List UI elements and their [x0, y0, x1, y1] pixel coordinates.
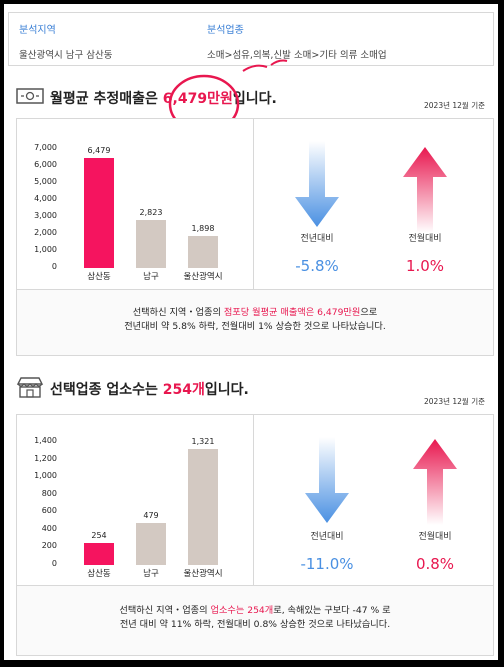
- sales-title: 월평균 추정매출은 6,479만원입니다.: [50, 88, 277, 108]
- stores-chart: 1,400 1,200 1,000 800 600 400 200 0 254 삼산동 479 남구 1…: [17, 415, 253, 585]
- y-tick-label: 6,000: [34, 160, 57, 169]
- y-tick-label: 600: [41, 506, 57, 516]
- stores-title: 선택업종 업소수는 254개입니다.: [50, 379, 249, 399]
- y-tick-label: 1,000: [34, 245, 57, 254]
- bar-삼산동: [84, 542, 114, 565]
- sales-divider: [253, 119, 254, 289]
- analysis-header: 분석지역 울산광역시 남구 삼산동 분석업종 소매>섬유,의복,신발 소매>기타…: [8, 12, 494, 72]
- stores-mom-value: 0.8%: [415, 555, 455, 573]
- y-tick-label: 5,000: [34, 177, 57, 186]
- stores-yoy-label: 전년대비: [310, 532, 344, 542]
- down-arrow-icon: [295, 141, 339, 227]
- region-label: 분석지역: [19, 25, 56, 36]
- y-tick-label: 7,000: [34, 143, 57, 152]
- y-tick-label: 200: [41, 541, 57, 551]
- stores-yoy-value: -11.0%: [300, 555, 354, 573]
- y-tick-label: 1,200: [34, 453, 57, 463]
- region-value: 울산광역시 남구 삼산동: [19, 50, 113, 61]
- sales-note-line2: 전년대비 약 5.8% 하락, 전월대비 1% 상승한 것으로 나타났습니다.: [124, 321, 386, 332]
- y-tick-label: 0: [51, 559, 57, 568]
- y-tick-label: 800: [41, 488, 57, 498]
- sales-title-suffix: 입니다.: [232, 91, 277, 107]
- y-tick-label: 4,000: [34, 194, 57, 203]
- x-category-label: 삼산동: [87, 272, 111, 282]
- stores-note: 선택하신 지역・업종의 업소수는 254개로, 속해있는 구보다 -47 % 로…: [17, 585, 493, 655]
- sales-mom-value: 1.0%: [405, 257, 445, 275]
- x-category-label: 삼산동: [87, 569, 111, 579]
- stores-note-highlight: 업소수는 254개: [210, 605, 274, 616]
- red-underline-mark: [242, 59, 288, 72]
- bar-울산광역시: [188, 235, 218, 268]
- sales-yoy-value: -5.8%: [295, 257, 339, 275]
- stores-box: 1,400 1,200 1,000 800 600 400 200 0 254 삼산동 479 남구 1…: [16, 414, 494, 656]
- y-tick-label: 3,000: [34, 211, 57, 220]
- x-category-label: 남구: [143, 272, 159, 282]
- store-icon: [16, 377, 44, 398]
- y-tick-label: 400: [41, 523, 57, 533]
- sales-note-highlight: 점포당 월평균 매출액은 6,479만원: [223, 307, 361, 318]
- y-tick-label: 0: [51, 262, 57, 271]
- sales-date: 2023년 12월 기준: [424, 101, 485, 110]
- bar-value-label: 1,898: [191, 223, 215, 233]
- stores-note-line2: 전년 대비 약 11% 하락, 전월대비 0.8% 상승한 것으로 나타났습니다…: [119, 619, 391, 630]
- sales-mom-label: 전월대비: [408, 234, 442, 244]
- stores-date: 2023년 12월 기준: [424, 397, 485, 406]
- up-arrow-icon: [403, 147, 447, 233]
- sales-box: 7,000 6,000 5,000 4,000 3,000 2,000 1,000 0 6,47…: [16, 118, 494, 356]
- bar-value-label: 479: [143, 510, 159, 520]
- sales-chart: 7,000 6,000 5,000 4,000 3,000 2,000 1,000 0 6,47…: [17, 119, 253, 289]
- bar-울산광역시: [188, 448, 218, 565]
- stores-mom-label: 전월대비: [418, 532, 452, 542]
- x-category-label: 울산광역시: [183, 272, 223, 282]
- sales-yoy-label: 전년대비: [300, 234, 334, 244]
- y-tick-label: 1,400: [34, 436, 57, 445]
- down-arrow-icon: [305, 437, 349, 523]
- industry-value: 소매>섬유,의복,신발 소매>기타 의류 소매업: [207, 50, 387, 61]
- bar-value-label: 1,321: [191, 436, 215, 446]
- bar-남구: [136, 522, 166, 565]
- x-category-label: 울산광역시: [183, 569, 223, 579]
- bar-남구: [136, 220, 166, 268]
- money-icon: [16, 88, 44, 104]
- stores-note-text-b: 로, 속해있는 구보다 -47 % 로: [273, 605, 391, 616]
- sales-title-value: 6,479만원: [162, 91, 233, 107]
- y-tick-label: 2,000: [34, 228, 57, 237]
- sales-title-prefix: 월평균 추정매출은: [50, 91, 163, 107]
- stores-note-text-a: 선택하신 지역・업종의: [119, 605, 211, 616]
- sales-note-text-b: 으로: [360, 307, 378, 318]
- sales-note-text-a: 선택하신 지역・업종의: [132, 307, 224, 318]
- page: 분석지역 울산광역시 남구 삼산동 분석업종 소매>섬유,의복,신발 소매>기타…: [4, 4, 498, 660]
- stores-title-prefix: 선택업종 업소수는: [50, 382, 163, 398]
- stores-note-line1: 선택하신 지역・업종의 업소수는 254개로, 속해있는 구보다 -47 % 로: [17, 604, 493, 618]
- stores-title-suffix: 입니다.: [204, 382, 249, 398]
- bar-value-label: 2,823: [139, 208, 163, 217]
- stores-title-value: 254개: [162, 382, 205, 398]
- stores-divider: [253, 415, 254, 585]
- sales-note: 선택하신 지역・업종의 점포당 월평균 매출액은 6,479만원으로 전년대비 …: [17, 289, 493, 355]
- sales-note-line1: 선택하신 지역・업종의 점포당 월평균 매출액은 6,479만원으로: [17, 306, 493, 320]
- y-tick-label: 1,000: [34, 471, 57, 481]
- bar-삼산동: [84, 157, 114, 268]
- industry-label: 분석업종: [207, 25, 244, 36]
- up-arrow-icon: [413, 439, 457, 525]
- bar-value-label: 6,479: [87, 145, 111, 155]
- x-category-label: 남구: [143, 569, 159, 579]
- bar-value-label: 254: [91, 530, 107, 540]
